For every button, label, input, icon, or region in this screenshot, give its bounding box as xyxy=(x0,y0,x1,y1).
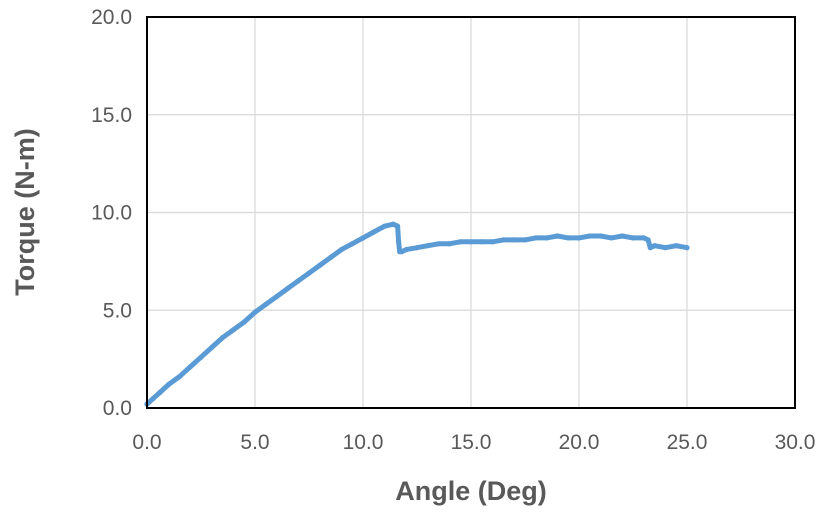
data-point xyxy=(349,241,355,247)
data-point xyxy=(198,354,204,360)
data-point xyxy=(399,249,405,255)
data-point xyxy=(619,233,625,239)
data-point xyxy=(360,235,366,241)
x-tick-label: 0.0 xyxy=(132,431,161,454)
data-point xyxy=(598,233,604,239)
data-point xyxy=(403,247,409,253)
data-point xyxy=(608,235,615,241)
data-point xyxy=(395,223,401,229)
data-point xyxy=(522,237,528,243)
data-point xyxy=(544,235,550,241)
y-tick-label: 20.0 xyxy=(91,6,132,29)
series-line xyxy=(144,221,690,407)
data-point xyxy=(554,233,561,239)
data-point xyxy=(328,254,334,261)
data-point xyxy=(371,229,377,235)
data-point xyxy=(457,239,463,245)
x-tick-label: 20.0 xyxy=(559,431,600,454)
data-point xyxy=(157,389,163,395)
data-point xyxy=(652,243,658,249)
data-point xyxy=(468,239,474,245)
data-point xyxy=(187,364,193,370)
data-point xyxy=(684,245,690,251)
data-point xyxy=(295,278,301,284)
data-point xyxy=(390,221,396,227)
x-tick-label: 5.0 xyxy=(240,431,269,454)
data-point xyxy=(150,395,157,401)
data-point xyxy=(662,245,669,251)
x-tick-label: 25.0 xyxy=(667,431,708,454)
data-point xyxy=(252,309,258,315)
data-point xyxy=(641,235,647,241)
data-point xyxy=(647,245,653,251)
data-point xyxy=(220,335,226,341)
data-point xyxy=(414,245,420,251)
data-point xyxy=(490,239,496,245)
y-tick-label: 5.0 xyxy=(103,299,132,322)
data-point xyxy=(436,241,442,247)
data-point xyxy=(479,239,485,245)
data-point xyxy=(533,235,539,241)
y-tick-label: 15.0 xyxy=(91,104,132,127)
data-point xyxy=(511,237,517,243)
data-point xyxy=(425,243,431,249)
data-point xyxy=(382,223,388,229)
x-axis-title: Angle (Deg) xyxy=(395,476,547,506)
data-point xyxy=(230,327,236,333)
x-tick-label: 30.0 xyxy=(775,431,816,454)
x-tick-label: 15.0 xyxy=(451,431,492,454)
data-point xyxy=(587,233,593,239)
data-point xyxy=(166,381,172,388)
data-point xyxy=(446,241,452,247)
data-point xyxy=(209,344,215,350)
data-point xyxy=(500,237,506,243)
series-layer xyxy=(144,221,690,407)
data-point xyxy=(338,247,344,253)
data-point xyxy=(241,319,247,325)
data-point xyxy=(284,286,290,292)
data-point xyxy=(645,237,651,243)
data-point xyxy=(306,270,312,276)
x-tick-label: 10.0 xyxy=(343,431,384,454)
data-point xyxy=(274,294,280,300)
data-point xyxy=(673,243,679,249)
data-point xyxy=(396,239,402,245)
data-point xyxy=(576,235,582,241)
data-point xyxy=(317,262,323,268)
data-point xyxy=(176,374,182,380)
y-tick-label: 0.0 xyxy=(103,397,132,420)
tick-labels: 0.0 5.0 10.0 15.0 20.0 25.0 30.0 0.0 5.0 10.0 15.0… xyxy=(91,6,815,454)
plot-frame xyxy=(146,16,796,409)
data-point xyxy=(263,301,269,307)
y-tick-label: 10.0 xyxy=(91,202,132,225)
data-point xyxy=(630,235,636,241)
data-point xyxy=(565,235,571,241)
y-axis-title: Torque (N-m) xyxy=(10,128,40,295)
gridlines xyxy=(147,17,795,408)
